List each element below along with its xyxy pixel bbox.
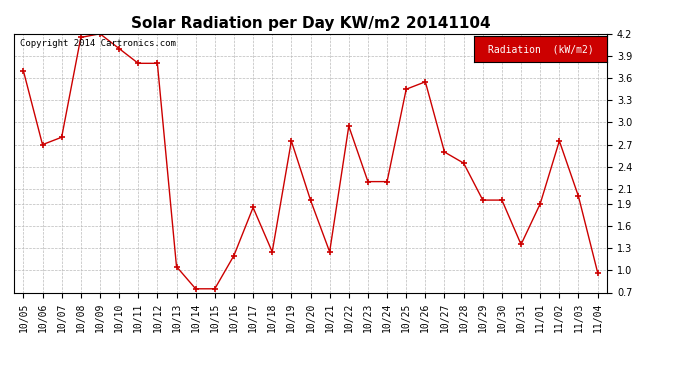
Title: Solar Radiation per Day KW/m2 20141104: Solar Radiation per Day KW/m2 20141104 [130,16,491,31]
Text: Copyright 2014 Cartronics.com: Copyright 2014 Cartronics.com [20,39,176,48]
